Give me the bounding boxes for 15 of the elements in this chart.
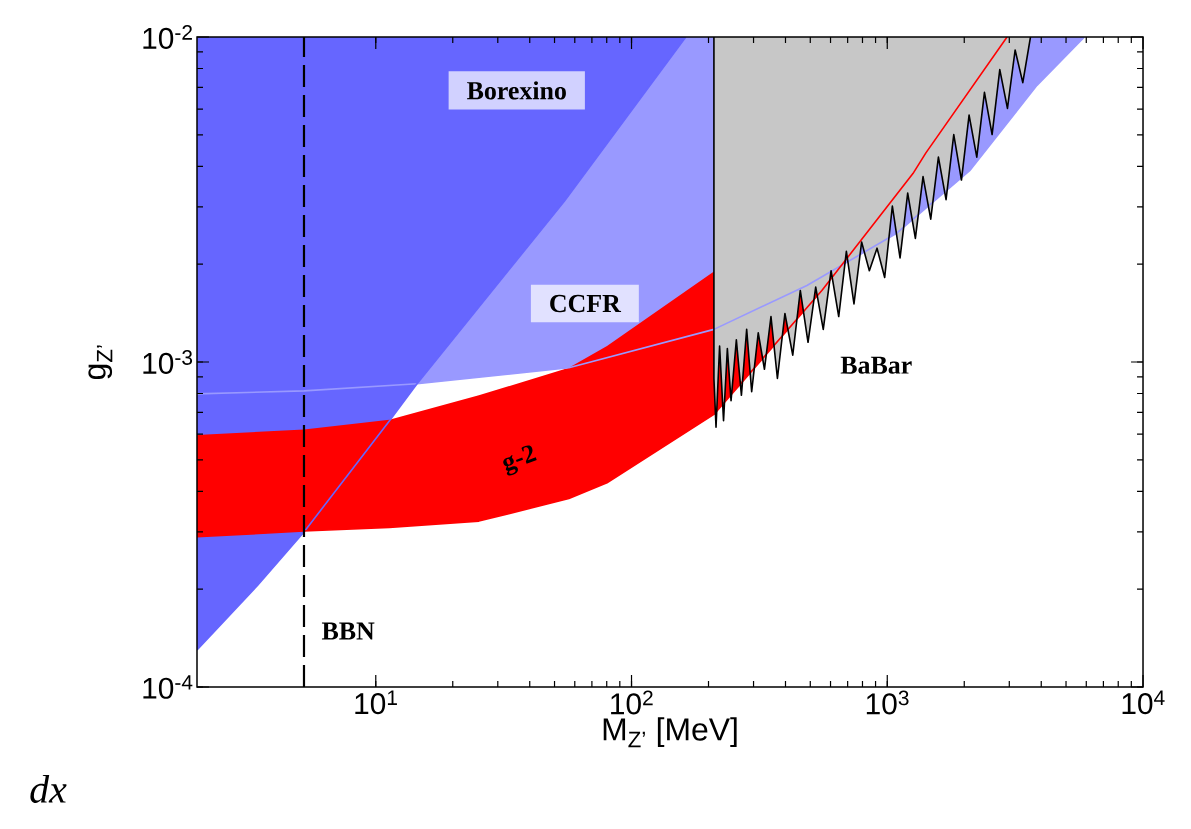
y-axis-title: g$_{Z’}$ bbox=[88, 345, 113, 380]
y-tick-label: 10$^{-3}$ bbox=[143, 350, 193, 374]
x-tick-label: 10$^{2}$ bbox=[611, 690, 653, 715]
text: Borexino bbox=[467, 81, 566, 100]
text: g-2 bbox=[503, 445, 537, 476]
ref-line-label: BBN bbox=[321, 622, 375, 640]
x-tick-label: 10$^{3}$ bbox=[866, 690, 909, 715]
x-axis-title: M$_{Z’}$ [MeV] bbox=[603, 717, 737, 748]
y-tick-label: 10$^{-2}$ bbox=[143, 25, 192, 49]
series-label: CCFR bbox=[550, 294, 622, 313]
x-tick-label: 10$^{1}$ bbox=[355, 690, 397, 715]
y-tick-label: 10$^{-4}$ bbox=[143, 675, 193, 699]
text: dx bbox=[30, 774, 67, 804]
series-label: BaBar bbox=[840, 356, 912, 374]
x-tick-label: 10$^{4}$ bbox=[1122, 690, 1165, 715]
